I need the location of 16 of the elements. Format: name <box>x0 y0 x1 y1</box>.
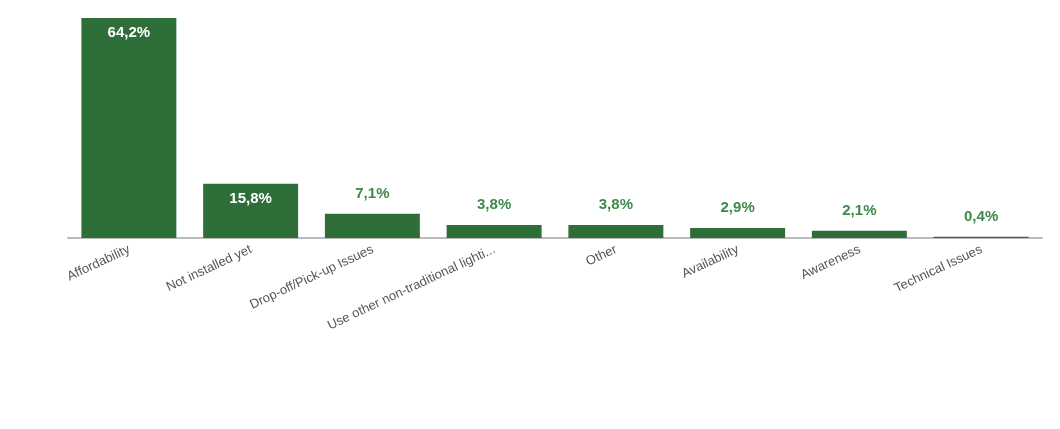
bar <box>568 224 664 238</box>
x-tick-label: Other <box>583 240 620 269</box>
data-label: 3,8% <box>477 194 512 212</box>
data-label: 2,9% <box>720 198 755 216</box>
bar <box>324 213 420 238</box>
bar <box>811 230 907 238</box>
data-label: 15,8% <box>229 188 272 206</box>
data-label: 0,4% <box>964 206 999 224</box>
bar <box>203 183 299 238</box>
data-label: 64,2% <box>107 23 151 40</box>
data-label: 2,1% <box>842 200 877 218</box>
bar <box>81 18 177 238</box>
data-label: 7,1% <box>355 183 390 201</box>
data-label: 3,8% <box>598 194 633 212</box>
bar <box>690 228 786 238</box>
bar <box>446 224 542 238</box>
